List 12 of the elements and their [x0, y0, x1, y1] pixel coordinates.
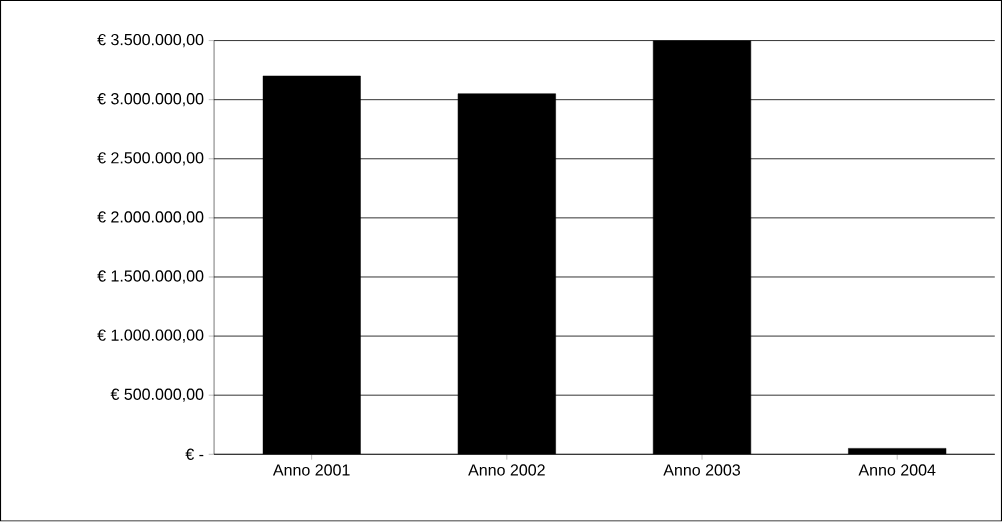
x-tick-label: Anno 2002: [468, 464, 545, 476]
y-tick-label: € 3.000.000,00: [97, 93, 204, 107]
y-tick-label: € 500.000,00: [110, 388, 204, 403]
y-tick-label: € 1.000.000,00: [97, 329, 204, 343]
x-tick-label: Anno 2003: [663, 464, 741, 476]
x-tick-label: Anno 2004: [858, 464, 936, 476]
x-tick-label: Anno 2001: [272, 464, 350, 476]
y-tick-label: € -: [185, 448, 204, 461]
y-tick-label: € 2.000.000,00: [97, 211, 204, 225]
y-tick-label: € 2.500.000,00: [97, 152, 204, 166]
y-tick-label: € 1.500.000,00: [97, 270, 204, 284]
y-tick-label: € 3.500.000,00: [97, 34, 204, 48]
